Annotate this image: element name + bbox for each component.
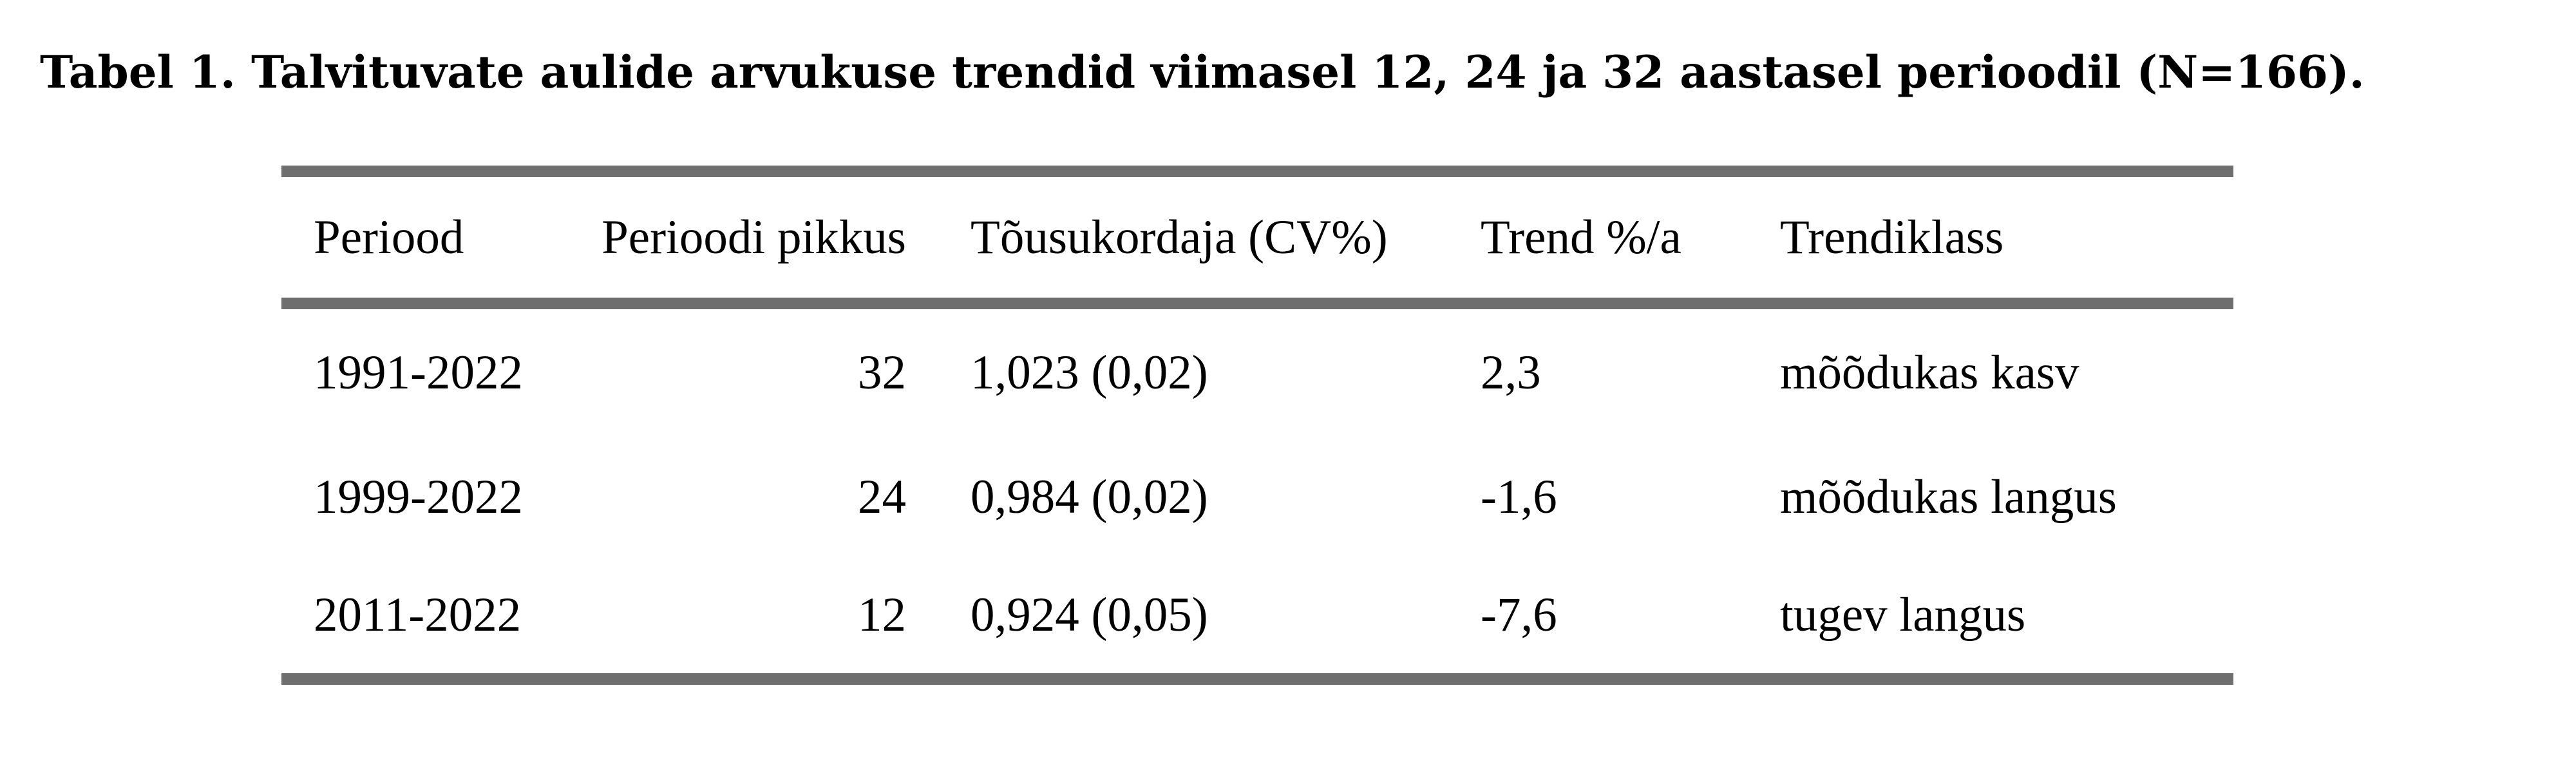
trend-table-container: Periood Perioodi pikkus Tõusukordaja (CV… xyxy=(281,166,2233,685)
table-caption: Tabel 1. Talvituvate aulide arvukuse tren… xyxy=(40,46,2365,100)
table-row: 2011-2022 12 0,924 (0,05) -7,6 tugev lan… xyxy=(281,557,2233,685)
cell-perioodi-pikkus: 24 xyxy=(858,470,906,524)
cell-trendiklass: mõõdukas langus xyxy=(1780,470,2117,524)
table-row: 1999-2022 24 0,984 (0,02) -1,6 mõõdukas … xyxy=(281,437,2233,557)
cell-periood: 1999-2022 xyxy=(314,470,523,524)
cell-trend: 2,3 xyxy=(1481,346,1541,399)
cell-trend: -1,6 xyxy=(1481,470,1557,524)
cell-periood: 1991-2022 xyxy=(314,346,523,399)
header-perioodi-pikkus: Perioodi pikkus xyxy=(584,166,938,309)
table-caption-label: Tabel 1. xyxy=(40,46,236,99)
cell-trendiklass: tugev langus xyxy=(1748,557,2233,685)
cell-tousukordaja: 0,924 (0,05) xyxy=(938,557,1448,685)
header-trendiklass: Trendiklass xyxy=(1748,166,2233,309)
cell-periood: 2011-2022 xyxy=(281,557,584,685)
table-header-row: Periood Perioodi pikkus Tõusukordaja (CV… xyxy=(281,166,2233,309)
header-trend: Trend %/a xyxy=(1448,166,1748,309)
cell-perioodi-pikkus: 12 xyxy=(584,557,938,685)
header-tousukordaja: Tõusukordaja (CV%) xyxy=(938,166,1448,309)
cell-trend: -7,6 xyxy=(1448,557,1748,685)
cell-trendiklass: mõõdukas kasv xyxy=(1780,346,2079,399)
trend-table: Periood Perioodi pikkus Tõusukordaja (CV… xyxy=(281,166,2233,685)
header-periood: Periood xyxy=(281,166,584,309)
cell-tousukordaja: 1,023 (0,02) xyxy=(971,346,1208,399)
cell-tousukordaja: 0,984 (0,02) xyxy=(971,470,1208,524)
table-caption-text: Talvituvate aulide arvukuse trendid viim… xyxy=(251,46,2365,99)
cell-perioodi-pikkus: 32 xyxy=(858,346,906,399)
table-row: 1991-2022 32 1,023 (0,02) 2,3 mõõdukas k… xyxy=(281,303,2233,437)
